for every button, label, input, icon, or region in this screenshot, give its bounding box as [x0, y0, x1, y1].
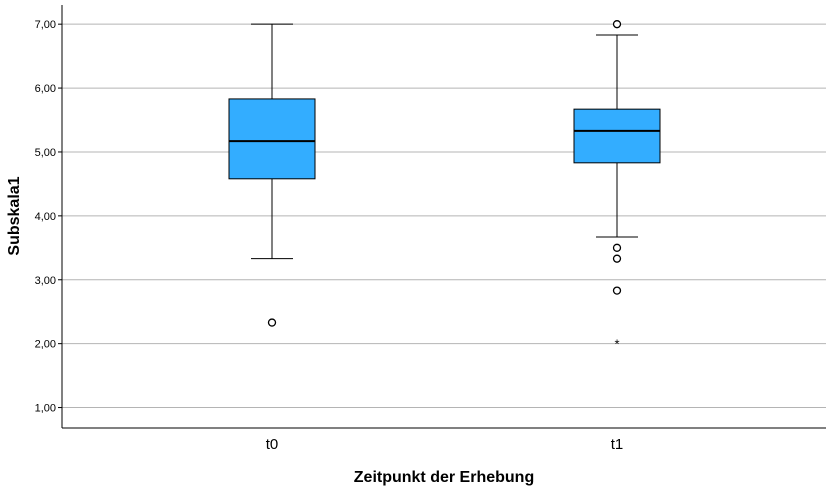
iqr-box — [573, 108, 661, 164]
box-t1: * — [573, 20, 661, 352]
outlier-point — [612, 243, 622, 252]
grid-lines — [62, 23, 826, 409]
iqr-box — [228, 98, 316, 180]
y-tick-label: 6,00 — [35, 83, 56, 95]
axes — [61, 5, 826, 429]
outlier-point — [612, 286, 622, 295]
y-axis-title: Subskala1 — [6, 176, 23, 255]
box-t0 — [228, 23, 316, 327]
y-tick-labels: 1,00 2,00 3,00 4,00 5,00 6,00 7,00 — [35, 19, 62, 415]
y-tick-label: 2,00 — [35, 339, 56, 351]
x-axis-title: Zeitpunkt der Erhebung — [354, 469, 534, 486]
x-tick-label-t1: t1 — [611, 436, 624, 453]
y-tick-label: 5,00 — [35, 147, 56, 159]
y-tick-label: 1,00 — [35, 403, 56, 415]
extreme-point: * — [614, 337, 619, 352]
y-tick-label: 3,00 — [35, 275, 56, 287]
x-tick-label-t0: t0 — [266, 436, 279, 453]
box-series: * — [228, 20, 661, 352]
x-tick-labels: t0 t1 — [266, 436, 624, 453]
y-tick-label: 4,00 — [35, 211, 56, 223]
outlier-point — [612, 20, 622, 29]
y-tick-label: 7,00 — [35, 19, 56, 31]
outlier-point — [267, 318, 277, 327]
outlier-point — [612, 254, 622, 263]
